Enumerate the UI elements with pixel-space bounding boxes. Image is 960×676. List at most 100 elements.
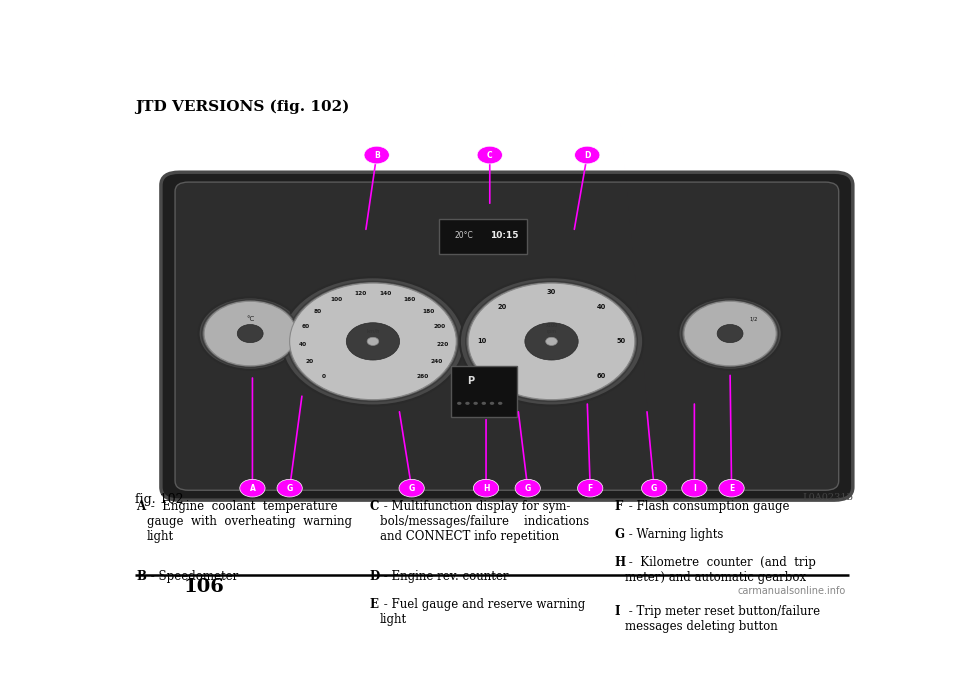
Circle shape	[516, 479, 540, 497]
Text: JTD VERSIONS (fig. 102): JTD VERSIONS (fig. 102)	[134, 99, 349, 114]
Circle shape	[477, 146, 502, 164]
Text: F: F	[614, 500, 623, 513]
Text: fig. 102: fig. 102	[134, 493, 183, 506]
Text: 180: 180	[422, 309, 434, 314]
Circle shape	[682, 479, 707, 497]
Text: - Speedometer: - Speedometer	[147, 570, 238, 583]
Text: °C: °C	[246, 316, 254, 322]
Text: 160: 160	[403, 297, 416, 302]
Circle shape	[281, 277, 465, 406]
Text: - Multifunction display for sym-
bols/messages/failure    indications
and CONNEC: - Multifunction display for sym- bols/me…	[379, 500, 588, 543]
Text: 140: 140	[379, 291, 392, 295]
Circle shape	[719, 479, 744, 497]
Text: E: E	[729, 483, 734, 493]
Text: D: D	[584, 151, 590, 160]
Text: G: G	[614, 528, 625, 541]
Text: - Fuel gauge and reserve warning
light: - Fuel gauge and reserve warning light	[379, 598, 585, 626]
Circle shape	[578, 479, 603, 497]
Text: km/h: km/h	[366, 329, 380, 333]
Text: C: C	[487, 151, 492, 160]
Circle shape	[682, 299, 779, 368]
Text: -  Kilometre  counter  (and  trip
meter) and automatic gearbox: - Kilometre counter (and trip meter) and…	[625, 556, 816, 584]
FancyBboxPatch shape	[175, 182, 839, 490]
Text: 40: 40	[299, 342, 307, 347]
FancyBboxPatch shape	[439, 219, 527, 254]
Circle shape	[468, 283, 635, 400]
Circle shape	[347, 322, 399, 360]
Text: - Trip meter reset button/failure
messages deleting button: - Trip meter reset button/failure messag…	[625, 605, 820, 633]
FancyBboxPatch shape	[161, 172, 852, 500]
Text: I: I	[614, 605, 620, 619]
Text: G: G	[409, 483, 415, 493]
Circle shape	[199, 297, 301, 370]
Text: G: G	[651, 483, 658, 493]
Circle shape	[466, 402, 469, 405]
Circle shape	[240, 479, 265, 497]
Text: 10: 10	[477, 339, 486, 344]
Circle shape	[457, 402, 462, 405]
Circle shape	[367, 337, 379, 345]
Text: H: H	[614, 556, 626, 569]
Circle shape	[204, 301, 297, 366]
Text: E: E	[370, 598, 378, 611]
Text: 1/2: 1/2	[750, 316, 758, 322]
Text: I: I	[693, 483, 696, 493]
Text: carmanualsonline.info: carmanualsonline.info	[737, 587, 846, 596]
Circle shape	[466, 281, 637, 402]
Text: F: F	[588, 483, 593, 493]
Circle shape	[717, 324, 743, 343]
Text: 106: 106	[183, 578, 224, 596]
Text: B: B	[136, 570, 146, 583]
Text: 200: 200	[434, 324, 445, 329]
Text: D: D	[370, 570, 379, 583]
Text: 10:15: 10:15	[491, 231, 518, 239]
Text: 50: 50	[617, 339, 626, 344]
Circle shape	[202, 299, 299, 368]
Text: P: P	[467, 376, 474, 386]
Text: C: C	[370, 500, 378, 513]
Circle shape	[545, 337, 558, 345]
Text: H: H	[483, 483, 490, 493]
Circle shape	[473, 402, 478, 405]
Circle shape	[399, 479, 424, 497]
Text: 220: 220	[437, 342, 449, 347]
Text: 60: 60	[302, 324, 310, 329]
Text: -  Engine  coolant  temperature
gauge  with  overheating  warning
light: - Engine coolant temperature gauge with …	[147, 500, 351, 543]
Text: G: G	[286, 483, 293, 493]
Text: B: B	[373, 151, 379, 160]
Text: A: A	[250, 483, 255, 493]
Text: - Warning lights: - Warning lights	[625, 528, 724, 541]
Circle shape	[498, 402, 502, 405]
Text: A: A	[136, 500, 146, 513]
Text: - Engine rev. counter: - Engine rev. counter	[379, 570, 508, 583]
Text: 0: 0	[322, 374, 325, 379]
Circle shape	[482, 402, 486, 405]
Circle shape	[473, 479, 498, 497]
Text: 20: 20	[497, 304, 507, 310]
Circle shape	[679, 297, 781, 370]
Text: - Flash consumption gauge: - Flash consumption gauge	[625, 500, 790, 513]
Circle shape	[684, 301, 777, 366]
Text: 60: 60	[596, 373, 606, 379]
Text: 20: 20	[305, 359, 313, 364]
Circle shape	[237, 324, 263, 343]
Text: 40: 40	[596, 304, 606, 310]
Text: G: G	[524, 483, 531, 493]
FancyBboxPatch shape	[451, 366, 516, 417]
Text: 30: 30	[547, 289, 556, 295]
Text: 240: 240	[431, 359, 443, 364]
Text: 0: 0	[500, 373, 504, 379]
Text: 120: 120	[354, 291, 367, 295]
Circle shape	[575, 146, 600, 164]
Text: 260: 260	[417, 374, 428, 379]
Circle shape	[364, 146, 390, 164]
Circle shape	[290, 283, 456, 400]
Text: L0A0231b: L0A0231b	[802, 493, 852, 502]
Circle shape	[460, 277, 643, 406]
Circle shape	[277, 479, 302, 497]
Circle shape	[287, 281, 459, 402]
Circle shape	[641, 479, 667, 497]
Text: 100: 100	[330, 297, 343, 302]
Text: 20°C: 20°C	[455, 231, 473, 239]
Text: x100
rpm: x100 rpm	[545, 323, 558, 334]
